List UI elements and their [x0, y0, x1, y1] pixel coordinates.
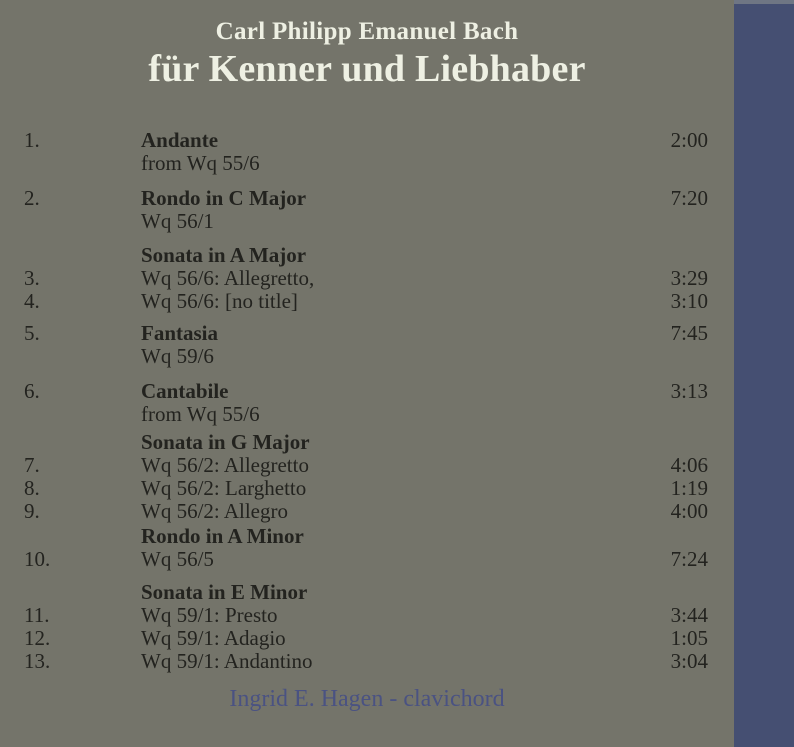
track-group-heading: Rondo in C Major [141, 186, 307, 210]
track-subtitle: Wq 56/2: Allegro [141, 499, 288, 523]
accent-band-top-strip [734, 0, 794, 4]
track-duration: 3:44 [670, 603, 708, 627]
cover-header: Carl Philipp Emanuel Bach für Kenner und… [0, 0, 734, 90]
track-duration: 7:20 [670, 186, 708, 210]
track-group-heading: Andante [141, 128, 219, 152]
track-subtitle: Wq 56/1 [141, 209, 214, 233]
track-group-heading: Sonata in G Major [141, 430, 310, 454]
track-group-heading: Cantabile [141, 379, 229, 403]
track-number: 11. [24, 603, 50, 627]
performer-credit: Ingrid E. Hagen - clavichord [229, 686, 505, 712]
track-duration: 1:19 [670, 476, 708, 500]
track-number: 8. [24, 476, 40, 500]
track-number: 13. [24, 649, 51, 673]
track-subtitle: Wq 56/6: Allegretto, [141, 266, 315, 290]
album-title: für Kenner und Liebhaber [148, 47, 586, 90]
track-subtitle: Wq 56/5 [141, 547, 214, 571]
track-group-heading: Sonata in A Major [141, 243, 307, 267]
track-duration: 1:05 [670, 626, 708, 650]
track-subtitle: from Wq 55/6 [141, 402, 260, 426]
track-number: 2. [24, 186, 40, 210]
track-subtitle: from Wq 55/6 [141, 151, 260, 175]
track-duration: 3:04 [670, 649, 708, 673]
track-subtitle: Wq 59/6 [141, 344, 214, 368]
track-group-heading: Rondo in A Minor [141, 524, 304, 548]
track-duration: 7:45 [670, 321, 708, 345]
track-number: 7. [24, 453, 40, 477]
track-duration: 4:00 [670, 499, 708, 523]
track-number: 3. [24, 266, 40, 290]
track-subtitle: Wq 56/6: [no title] [141, 289, 298, 313]
track-duration: 3:29 [670, 266, 708, 290]
track-number: 1. [24, 128, 40, 152]
track-group-heading: Fantasia [141, 321, 219, 345]
track-duration: 7:24 [670, 547, 708, 571]
track-number: 10. [24, 547, 51, 571]
track-duration: 3:10 [670, 289, 708, 313]
track-subtitle: Wq 59/1: Presto [141, 603, 278, 627]
composer-name: Carl Philipp Emanuel Bach [215, 18, 519, 45]
track-duration: 4:06 [670, 453, 708, 477]
track-number: 6. [24, 379, 40, 403]
track-group-heading: Sonata in E Minor [141, 580, 308, 604]
track-number: 12. [24, 626, 51, 650]
track-duration: 3:13 [670, 379, 708, 403]
right-accent-band [734, 0, 794, 747]
track-number: 4. [24, 289, 40, 313]
track-subtitle: Wq 59/1: Andantino [141, 649, 313, 673]
track-number: 5. [24, 321, 40, 345]
track-subtitle: Wq 59/1: Adagio [141, 626, 286, 650]
track-number: 9. [24, 499, 40, 523]
track-duration: 2:00 [670, 128, 708, 152]
track-subtitle: Wq 56/2: Allegretto [141, 453, 309, 477]
track-subtitle: Wq 56/2: Larghetto [141, 476, 307, 500]
